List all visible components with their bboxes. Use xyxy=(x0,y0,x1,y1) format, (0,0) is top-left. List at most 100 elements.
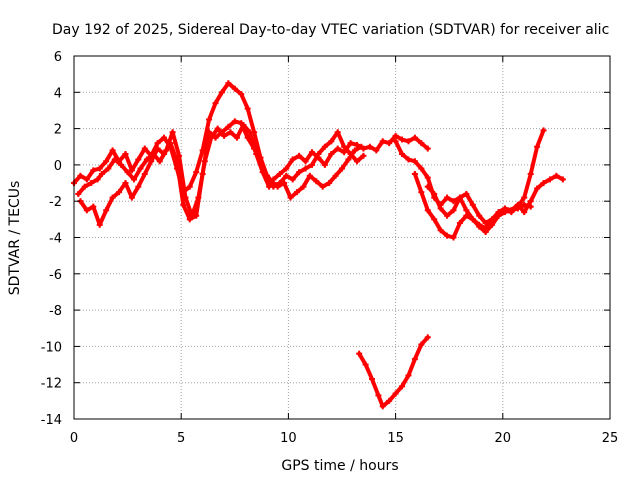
data-point xyxy=(319,183,326,190)
series-track-3 xyxy=(78,119,276,227)
data-point xyxy=(302,158,309,165)
data-point xyxy=(405,156,412,163)
series-track-5 xyxy=(265,130,366,189)
data-point xyxy=(482,219,489,226)
data-point xyxy=(540,127,547,134)
data-point xyxy=(296,152,303,159)
data-point xyxy=(476,212,483,219)
data-point xyxy=(88,180,95,187)
data-point xyxy=(96,221,103,228)
data-point xyxy=(399,383,406,390)
data-point xyxy=(118,161,125,168)
data-point xyxy=(450,198,457,205)
data-point xyxy=(148,158,155,165)
data-point xyxy=(96,165,103,172)
x-axis-label: GPS time / hours xyxy=(281,458,398,474)
data-point xyxy=(156,158,163,165)
x-tick-label: 20 xyxy=(495,431,512,446)
series-track-2 xyxy=(76,123,272,218)
data-point xyxy=(405,372,412,379)
data-point xyxy=(489,221,496,228)
data-point xyxy=(154,140,161,147)
x-tick-label: 15 xyxy=(387,431,404,446)
data-point xyxy=(341,149,348,156)
data-point xyxy=(411,170,418,177)
data-point xyxy=(444,212,451,219)
data-point xyxy=(308,161,315,168)
data-point xyxy=(180,201,187,208)
data-point xyxy=(424,207,431,214)
data-point xyxy=(345,156,352,163)
data-point xyxy=(321,143,328,150)
data-point xyxy=(489,216,496,223)
data-point xyxy=(321,161,328,168)
data-point xyxy=(218,89,225,96)
data-point xyxy=(225,123,232,130)
grid xyxy=(74,56,610,419)
data-point xyxy=(476,223,483,230)
data-point xyxy=(437,227,444,234)
data-point xyxy=(553,172,560,179)
data-point xyxy=(186,216,193,223)
data-point xyxy=(469,216,476,223)
series-track-9 xyxy=(425,173,565,225)
data-point xyxy=(141,170,148,177)
data-point xyxy=(283,172,290,179)
data-point xyxy=(392,390,399,397)
y-tick-label: -14 xyxy=(41,413,62,428)
data-point xyxy=(90,203,97,210)
data-point xyxy=(257,158,264,165)
data-point xyxy=(103,207,110,214)
data-point xyxy=(124,169,131,176)
data-point xyxy=(334,129,341,136)
data-point xyxy=(214,125,221,132)
data-point xyxy=(186,183,193,190)
data-point xyxy=(356,350,363,357)
data-point xyxy=(313,178,320,185)
data-point xyxy=(328,151,335,158)
data-point xyxy=(347,140,354,147)
data-point xyxy=(405,138,412,145)
data-point xyxy=(306,172,313,179)
x-tick-label: 5 xyxy=(177,431,185,446)
data-point xyxy=(131,176,138,183)
data-point xyxy=(122,151,129,158)
data-point xyxy=(386,397,393,404)
data-point xyxy=(128,167,135,174)
data-point xyxy=(98,170,105,177)
data-point xyxy=(161,151,168,158)
data-point xyxy=(508,207,515,214)
data-point xyxy=(199,170,206,177)
data-point xyxy=(392,132,399,139)
data-point xyxy=(456,194,463,201)
data-point xyxy=(77,172,84,179)
y-tick-label: 2 xyxy=(54,123,62,138)
data-point xyxy=(137,165,144,172)
data-point xyxy=(293,189,300,196)
x-tick-label: 25 xyxy=(602,431,619,446)
data-point xyxy=(450,207,457,214)
data-point xyxy=(431,216,438,223)
y-tick-label: -4 xyxy=(49,232,62,247)
data-point xyxy=(233,134,240,141)
y-tick-label: -10 xyxy=(41,340,62,355)
data-point xyxy=(308,149,315,156)
data-point xyxy=(289,176,296,183)
data-point xyxy=(334,145,341,152)
data-point xyxy=(141,145,148,152)
data-point xyxy=(287,194,294,201)
data-point xyxy=(534,143,541,150)
data-point xyxy=(169,129,176,136)
data-point xyxy=(418,189,425,196)
data-point xyxy=(424,145,431,152)
data-point xyxy=(437,205,444,212)
data-point xyxy=(411,158,418,165)
data-point xyxy=(111,156,118,163)
data-point xyxy=(411,356,418,363)
data-point xyxy=(135,156,142,163)
data-point xyxy=(373,147,380,154)
data-point xyxy=(546,176,553,183)
data-point xyxy=(399,136,406,143)
data-point xyxy=(328,138,335,145)
